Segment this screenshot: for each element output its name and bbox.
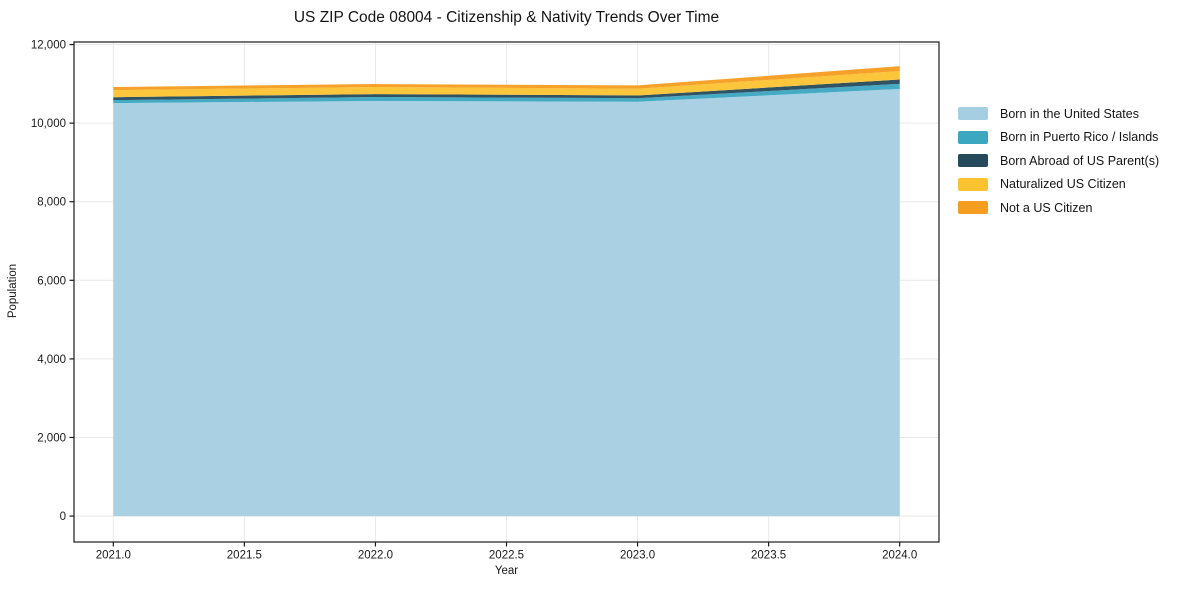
area-series-3 <box>113 79 900 101</box>
legend-swatch <box>958 107 988 121</box>
legend-swatch <box>958 201 988 215</box>
legend-item: Born Abroad of US Parent(s) <box>958 149 1159 173</box>
y-tick-label: 10,000 <box>31 118 66 130</box>
x-tick-label: 2021.5 <box>227 550 262 562</box>
x-tick-label: 2023.5 <box>751 550 786 562</box>
x-axis-label: Year <box>494 565 519 577</box>
legend-label: Not a US Citizen <box>1000 200 1093 215</box>
y-tick-label: 2,000 <box>37 432 66 444</box>
legend-label: Born Abroad of US Parent(s) <box>1000 153 1160 168</box>
legend-item: Not a US Citizen <box>958 196 1159 220</box>
legend-swatch <box>958 154 988 168</box>
y-tick-label: 6,000 <box>37 275 66 287</box>
legend-label: Born in the United States <box>1000 106 1139 121</box>
legend-swatch <box>958 130 988 144</box>
area-series-5 <box>113 66 900 91</box>
x-tick-label: 2024.0 <box>882 550 917 562</box>
axis-ticks: 2021.0 2021.5 2022.0 2022.5 2023.0 2023.5 2024… <box>31 40 917 562</box>
legend-item: Born in Puerto Rico / Islands <box>958 126 1159 150</box>
area-series-4 <box>113 71 900 98</box>
legend-item: Born in the United States <box>958 102 1159 126</box>
y-tick-label: 4,000 <box>37 354 66 366</box>
x-tick-label: 2022.0 <box>358 550 393 562</box>
legend-item: Naturalized US Citizen <box>958 173 1159 197</box>
legend-label: Naturalized US Citizen <box>1000 177 1126 192</box>
area-series-2 <box>113 83 900 104</box>
legend: Born in the United States Born in Puerto … <box>958 102 1159 220</box>
x-tick-label: 2021.0 <box>96 550 131 562</box>
y-tick-label: 0 <box>60 511 66 523</box>
chart-title: US ZIP Code 08004 - Citizenship & Nativi… <box>293 9 720 26</box>
legend-swatch <box>958 177 988 191</box>
x-tick-label: 2023.0 <box>620 550 655 562</box>
x-tick-label: 2022.5 <box>489 550 524 562</box>
area-series-1 <box>113 88 900 517</box>
y-tick-label: 12,000 <box>31 40 66 52</box>
legend-label: Born in Puerto Rico / Islands <box>1000 130 1159 145</box>
y-axis-label: Population <box>7 263 19 319</box>
y-tick-label: 8,000 <box>37 197 66 209</box>
